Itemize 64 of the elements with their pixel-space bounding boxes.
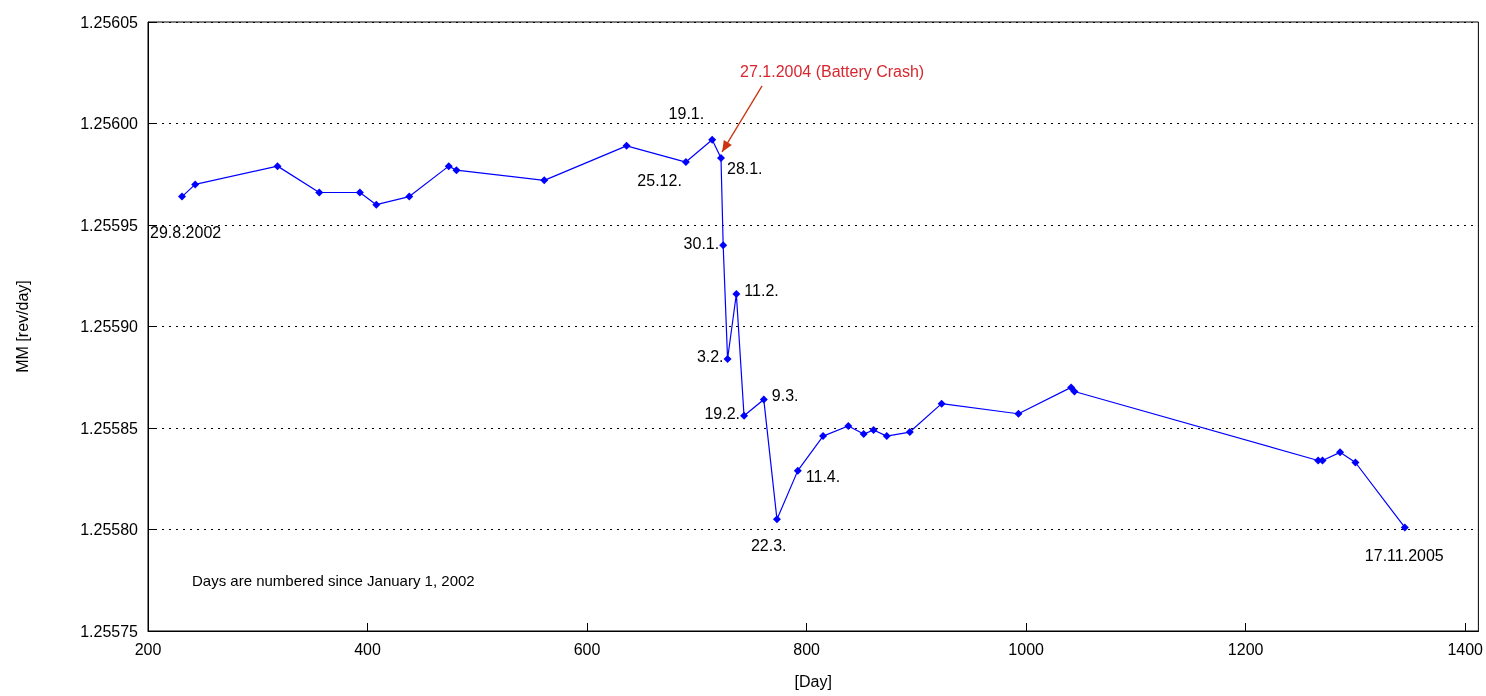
- x-tick-label: 1000: [1008, 640, 1045, 658]
- y-tick-label: 1.25575: [80, 622, 139, 640]
- point: [622, 141, 631, 150]
- y-tick-label: 1.25590: [80, 318, 139, 335]
- point: [772, 515, 781, 524]
- x-axis-title: [Day]: [794, 672, 832, 690]
- y-tick-label: 1.25580: [80, 521, 139, 538]
- point: [716, 154, 725, 163]
- y-tick-label: 1.25595: [80, 216, 139, 234]
- point: [355, 188, 364, 197]
- x-tick-label: 600: [573, 640, 601, 658]
- point: [869, 426, 878, 435]
- point: [540, 176, 549, 185]
- point: [793, 466, 802, 475]
- point: [937, 399, 946, 408]
- point: [372, 200, 381, 209]
- annotation: 3.2.: [696, 348, 724, 366]
- point: [905, 428, 914, 437]
- point: [1336, 448, 1345, 457]
- annotation: 9.3.: [771, 387, 799, 405]
- y-tick-label: 1.25605: [80, 13, 139, 31]
- x-tick-label: 1400: [1447, 640, 1484, 658]
- point: [681, 158, 690, 167]
- point: [178, 192, 187, 201]
- annotation: 11.4.: [805, 468, 841, 486]
- point: [273, 162, 282, 171]
- annotation: 27.1.2004 (Battery Crash): [740, 63, 925, 81]
- y-tick-label: 1.25585: [80, 419, 139, 437]
- point: [759, 395, 768, 404]
- annotation: 29.8.2002: [150, 224, 222, 242]
- point: [315, 188, 324, 197]
- annotation: 30.1.: [683, 234, 720, 252]
- y-tick-label: 1.25600: [80, 115, 139, 132]
- point: [882, 432, 891, 441]
- annotation: 11.2.: [744, 281, 779, 299]
- annotation: 25.12.: [637, 171, 682, 189]
- annotation: 19.1.: [668, 105, 705, 123]
- point: [1400, 523, 1409, 532]
- x-tick-label: 1200: [1227, 640, 1264, 658]
- annotation: 17.11.2005: [1364, 546, 1444, 564]
- annotation: Days are numbered since January 1, 2002: [192, 572, 475, 589]
- point: [859, 430, 868, 439]
- point: [1351, 458, 1360, 467]
- point: [708, 135, 717, 144]
- point: [1067, 383, 1076, 392]
- x-tick-label: 800: [793, 640, 821, 658]
- point: [1070, 387, 1079, 396]
- point: [844, 421, 853, 430]
- point: [740, 411, 749, 420]
- annotation: 22.3.: [750, 536, 787, 554]
- point: [732, 290, 741, 299]
- annotation: 28.1.: [726, 159, 763, 177]
- point: [723, 354, 732, 363]
- point: [452, 166, 461, 175]
- annotation: 19.2.: [704, 405, 741, 423]
- x-tick-label: 200: [134, 640, 162, 658]
- point: [1014, 409, 1023, 418]
- y-axis-title: MM [rev/day]: [13, 280, 31, 373]
- x-tick-label: 400: [354, 640, 381, 658]
- point: [444, 162, 453, 171]
- point: [819, 432, 828, 441]
- point: [191, 180, 200, 189]
- point: [719, 241, 728, 250]
- point: [405, 192, 414, 201]
